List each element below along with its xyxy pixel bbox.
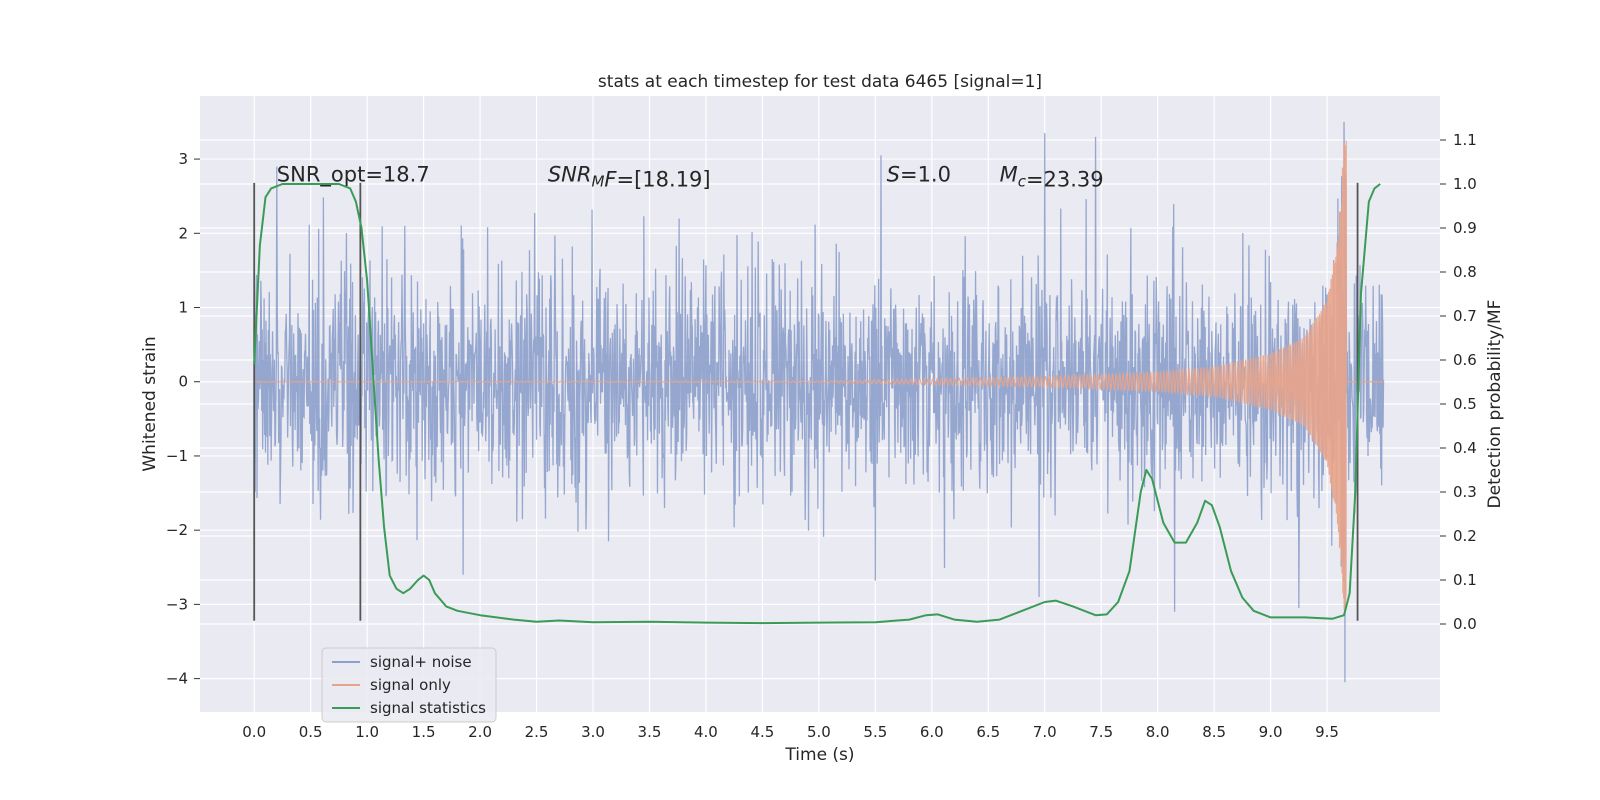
legend-label-signal-only: signal only: [370, 676, 451, 694]
x-tick-label: 4.0: [694, 723, 718, 741]
x-tick-label: 3.0: [581, 723, 605, 741]
line-signal-only: [254, 140, 1384, 611]
left-y-tick-labels: 3 2 1 0 −1 −2 −3 −4: [166, 150, 200, 688]
x-tick-label: 6.5: [976, 723, 1000, 741]
series-signal-only: [254, 140, 1384, 611]
line-signal-plus-noise: [253, 121, 1385, 683]
series-signal-plus-noise: [253, 121, 1385, 683]
annotation-mc-value: Mc=23.39: [1000, 162, 1104, 191]
right-y-tick-label: 0.3: [1453, 483, 1477, 501]
x-tick-label: 1.5: [412, 723, 436, 741]
annotations: SNR_opt=18.7 SNRMF=[18.19] S=1.0 Mc=23.39: [277, 162, 1104, 191]
right-y-tick-labels: 1.1 1.0 0.9 0.8 0.7 0.6 0.5 0.4 0.3 0.2 0.1 0.0: [1440, 131, 1477, 633]
left-y-tick-label: −4: [166, 670, 188, 688]
left-y-tick-label: 0: [178, 373, 188, 391]
x-tick-label: 4.5: [750, 723, 774, 741]
annotation-s-value: S=1.0: [887, 162, 951, 186]
left-y-tick-label: 3: [178, 150, 188, 168]
right-y-tick-label: 0.8: [1453, 263, 1477, 281]
left-y-tick-label: 1: [178, 299, 188, 317]
x-tick-label: 8.5: [1202, 723, 1226, 741]
x-tick-label: 7.5: [1089, 723, 1113, 741]
x-tick-label: 2.5: [525, 723, 549, 741]
x-tick-label: 3.5: [638, 723, 662, 741]
x-tick-label: 2.0: [468, 723, 492, 741]
left-y-tick-label: −1: [166, 447, 188, 465]
left-y-tick-label: −3: [166, 595, 188, 613]
right-y-tick-label: 0.4: [1453, 439, 1477, 457]
right-y-tick-label: 1.1: [1453, 131, 1477, 149]
right-y-tick-label: 0.0: [1453, 615, 1477, 633]
right-y-tick-label: 0.5: [1453, 395, 1477, 413]
x-tick-label: 9.5: [1315, 723, 1339, 741]
x-tick-label: 7.0: [1033, 723, 1057, 741]
right-y-tick-label: 0.7: [1453, 307, 1477, 325]
right-y-tick-label: 0.1: [1453, 571, 1477, 589]
x-tick-label: 0.0: [242, 723, 266, 741]
x-tick-label: 6.0: [920, 723, 944, 741]
x-tick-label: 1.0: [355, 723, 379, 741]
annotation-snr-opt: SNR_opt=18.7: [277, 162, 430, 187]
legend-box: [321, 647, 497, 723]
x-tick-label: 5.5: [863, 723, 887, 741]
right-y-axis-label: Detection probability/MF: [1485, 300, 1505, 509]
legend-label-signal-noise: signal+ noise: [370, 653, 472, 671]
x-tick-labels: 0.0 0.5 1.0 1.5 2.0 2.5 3.0 3.5 4.0 4.5 5.0 5.5 6.0 6…: [242, 723, 1339, 741]
right-y-tick-label: 0.9: [1453, 219, 1477, 237]
x-tick-label: 0.5: [299, 723, 323, 741]
x-tick-label: 9.0: [1259, 723, 1283, 741]
chart-title: stats at each timestep for test data 646…: [598, 72, 1042, 92]
legend-label-signal-statistics: signal statistics: [370, 699, 486, 717]
right-y-tick-label: 0.2: [1453, 527, 1477, 545]
left-y-tick-label: 2: [178, 224, 188, 242]
x-tick-label: 5.0: [807, 723, 831, 741]
x-axis-label: Time (s): [784, 745, 854, 765]
series-signal-statistics: [253, 183, 1381, 625]
left-y-axis-label: Whitened strain: [140, 336, 160, 471]
x-tick-label: 8.0: [1146, 723, 1170, 741]
legend: signal+ noise signal only signal statistic…: [321, 647, 497, 723]
annotation-snr-mf: SNRMF=[18.19]: [548, 162, 711, 191]
right-y-tick-label: 1.0: [1453, 175, 1477, 193]
right-y-tick-label: 0.6: [1453, 351, 1477, 369]
left-y-tick-label: −2: [166, 521, 188, 539]
line-signal-statistics: [253, 183, 1381, 625]
